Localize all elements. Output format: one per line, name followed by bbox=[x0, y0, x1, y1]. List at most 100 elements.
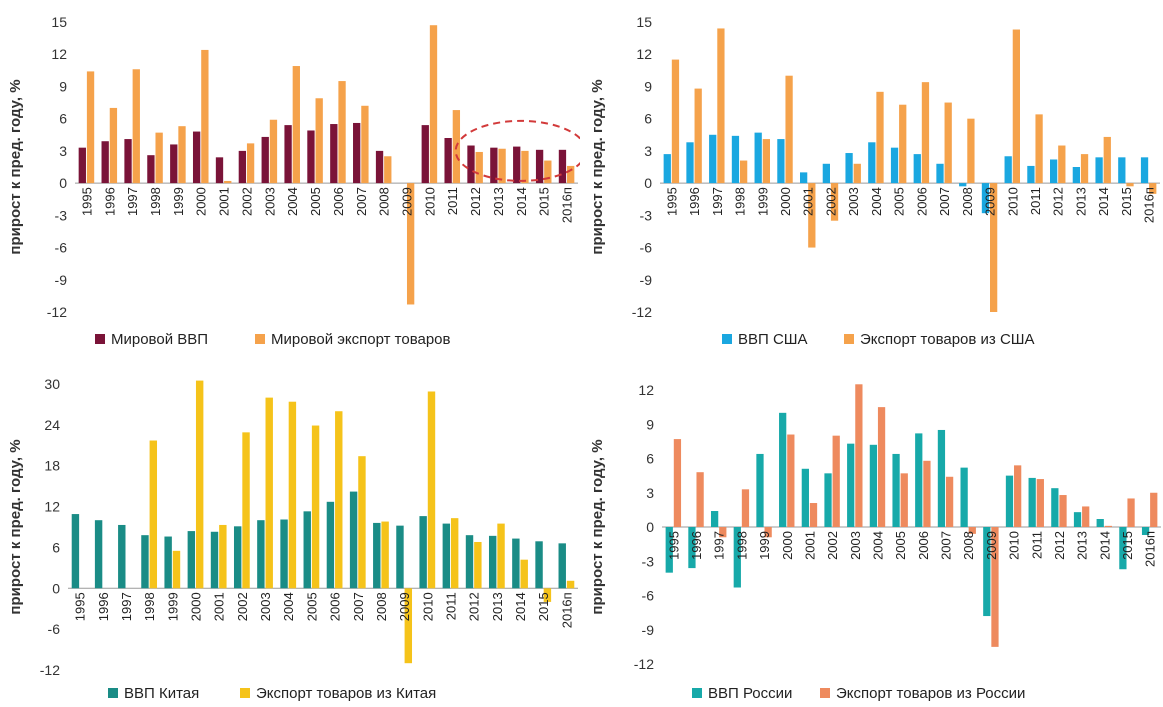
x-tick-label: 2011 bbox=[1028, 187, 1043, 215]
x-tick-label: 2013 bbox=[1073, 187, 1088, 216]
bar-export-2007 bbox=[944, 102, 952, 184]
legend-label-1: Мировой экспорт товаров bbox=[271, 331, 451, 348]
bar-gdp-1996 bbox=[101, 141, 109, 184]
x-tick-label: 2002 bbox=[823, 187, 838, 216]
x-tick-label: 2016п bbox=[559, 592, 574, 628]
bar-gdp-2015 bbox=[1119, 527, 1127, 570]
bar-export-1996 bbox=[109, 107, 118, 184]
bar-export-2002 bbox=[830, 183, 839, 221]
bar-export-2011 bbox=[450, 518, 459, 589]
bar-gdp-2002 bbox=[822, 163, 830, 184]
y-axis-label: прирост к пред. году, % bbox=[589, 79, 606, 254]
x-tick-label: 2014 bbox=[514, 187, 529, 216]
x-tick-label: 2003 bbox=[258, 592, 273, 621]
bar-gdp-2004 bbox=[280, 519, 288, 589]
bar-gdp-2008 bbox=[375, 150, 384, 184]
y-tick-label: -12 bbox=[40, 662, 60, 678]
x-tick-label: 2004 bbox=[870, 531, 885, 560]
bar-gdp-2015 bbox=[535, 149, 544, 184]
legend-label-0: ВВП США bbox=[738, 331, 808, 348]
bar-export-2011 bbox=[1036, 479, 1044, 527]
bar-gdp-2011 bbox=[1027, 165, 1035, 184]
chart-world: прирост к пред. году, % -12 -9 -6 -3 0 3 6 9 12 15… bbox=[7, 14, 580, 348]
x-tick-label: 2011 bbox=[1029, 531, 1044, 559]
bar-gdp-1999 bbox=[164, 536, 172, 589]
x-tick-label: 2015 bbox=[536, 592, 551, 621]
bar-export-2012 bbox=[1058, 145, 1066, 184]
bar-export-1997 bbox=[719, 527, 727, 538]
bar-export-2005 bbox=[315, 98, 323, 184]
bar-export-1998 bbox=[741, 489, 750, 527]
bar-gdp-1995 bbox=[78, 147, 86, 184]
x-tick-label: 1997 bbox=[119, 592, 134, 621]
x-tick-label: 1997 bbox=[712, 531, 727, 560]
x-tick-label: 2016п bbox=[560, 187, 575, 223]
bar-export-2009 bbox=[406, 183, 415, 305]
bar-gdp-1998 bbox=[147, 155, 155, 184]
x-tick-label: 2009 bbox=[984, 531, 999, 560]
bar-export-2003 bbox=[269, 119, 278, 184]
bar-gdp-2009 bbox=[396, 525, 404, 589]
bar-export-2006 bbox=[921, 82, 930, 184]
bar-export-1995 bbox=[86, 71, 95, 184]
bar-gdp-2016п bbox=[558, 543, 566, 589]
bar-export-2016п bbox=[567, 165, 575, 184]
y-tick-label: -9 bbox=[55, 272, 68, 288]
legend-swatch-1 bbox=[820, 688, 830, 698]
bar-gdp-2016п bbox=[1141, 527, 1150, 535]
bar-gdp-2003 bbox=[261, 136, 269, 184]
bar-export-1996 bbox=[694, 88, 702, 184]
x-tick-label: 2011 bbox=[445, 187, 460, 215]
y-tick-label: 9 bbox=[59, 78, 67, 94]
bar-export-2002 bbox=[242, 432, 250, 589]
bar-gdp-2000 bbox=[192, 131, 201, 184]
bar-gdp-1997 bbox=[709, 134, 717, 184]
bar-export-2007 bbox=[361, 105, 369, 184]
bar-gdp-2006 bbox=[915, 433, 923, 527]
y-tick-label: 30 bbox=[44, 376, 60, 392]
bar-gdp-2010 bbox=[421, 125, 429, 184]
legend-swatch-0 bbox=[108, 688, 118, 698]
bar-gdp-2002 bbox=[233, 526, 242, 589]
x-tick-label: 2002 bbox=[235, 592, 250, 621]
bar-gdp-2011 bbox=[444, 138, 452, 184]
x-tick-label: 1998 bbox=[734, 531, 749, 560]
bar-export-2009 bbox=[991, 527, 999, 647]
bar-export-1995 bbox=[671, 59, 680, 184]
bar-export-2015 bbox=[543, 588, 552, 602]
chart-usa: прирост к пред. году, % -12 -9 -6 -3 0 3 6 9 12 15… bbox=[589, 14, 1160, 348]
bar-export-2001 bbox=[809, 503, 818, 527]
bar-export-1999 bbox=[764, 527, 772, 538]
bar-export-2001 bbox=[224, 180, 232, 184]
x-tick-label: 1996 bbox=[689, 531, 704, 560]
bar-export-2012 bbox=[475, 151, 483, 184]
legend-swatch-1 bbox=[240, 688, 250, 698]
x-tick-label: 2001 bbox=[217, 187, 232, 216]
bar-gdp-2014 bbox=[512, 538, 520, 589]
bar-export-2014 bbox=[1104, 525, 1113, 527]
bar-gdp-1998 bbox=[141, 535, 149, 589]
bar-export-2003 bbox=[855, 384, 863, 527]
bar-export-2014 bbox=[1103, 136, 1111, 184]
bar-export-1998 bbox=[740, 160, 748, 184]
bar-export-2004 bbox=[877, 407, 886, 527]
legend-label-1: Экспорт товаров из России bbox=[836, 685, 1025, 702]
y-tick-label: 0 bbox=[59, 175, 67, 191]
y-tick-label: 12 bbox=[638, 382, 654, 398]
bar-gdp-2016п bbox=[558, 149, 567, 184]
x-tick-label: 2013 bbox=[491, 187, 506, 216]
legend-swatch-1 bbox=[255, 334, 265, 344]
x-tick-label: 2009 bbox=[400, 187, 415, 216]
y-tick-label: 12 bbox=[51, 46, 67, 62]
x-tick-label: 1999 bbox=[757, 531, 772, 560]
bar-gdp-1996 bbox=[94, 520, 103, 589]
bar-gdp-2014 bbox=[513, 146, 521, 184]
y-tick-label: 0 bbox=[644, 175, 652, 191]
bar-export-2000 bbox=[785, 75, 793, 184]
x-tick-label: 1996 bbox=[96, 592, 111, 621]
bar-export-2015 bbox=[544, 160, 552, 184]
x-tick-label: 1998 bbox=[733, 187, 748, 216]
bar-gdp-2007 bbox=[349, 491, 358, 589]
x-tick-label: 2016п bbox=[1142, 187, 1157, 223]
